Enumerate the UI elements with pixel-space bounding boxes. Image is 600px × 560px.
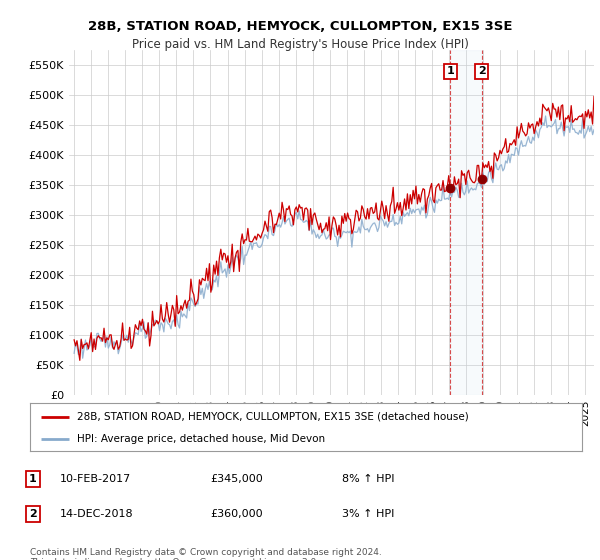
Text: 2: 2 [478,67,486,76]
Text: Price paid vs. HM Land Registry's House Price Index (HPI): Price paid vs. HM Land Registry's House … [131,38,469,51]
Text: 10-FEB-2017: 10-FEB-2017 [60,474,131,484]
Bar [451,50,482,395]
Text: HPI: Average price, detached house, Mid Devon: HPI: Average price, detached house, Mid … [77,434,325,444]
Text: £345,000: £345,000 [210,474,263,484]
Text: 1: 1 [29,474,37,484]
Text: 28B, STATION ROAD, HEMYOCK, CULLOMPTON, EX15 3SE (detached house): 28B, STATION ROAD, HEMYOCK, CULLOMPTON, … [77,412,469,422]
Text: £360,000: £360,000 [210,509,263,519]
Text: 3% ↑ HPI: 3% ↑ HPI [342,509,394,519]
Text: 28B, STATION ROAD, HEMYOCK, CULLOMPTON, EX15 3SE: 28B, STATION ROAD, HEMYOCK, CULLOMPTON, … [88,20,512,32]
Text: 1: 1 [446,67,454,76]
Text: 2: 2 [29,509,37,519]
Text: Contains HM Land Registry data © Crown copyright and database right 2024.
This d: Contains HM Land Registry data © Crown c… [30,548,382,560]
Text: 14-DEC-2018: 14-DEC-2018 [60,509,134,519]
Text: 8% ↑ HPI: 8% ↑ HPI [342,474,395,484]
